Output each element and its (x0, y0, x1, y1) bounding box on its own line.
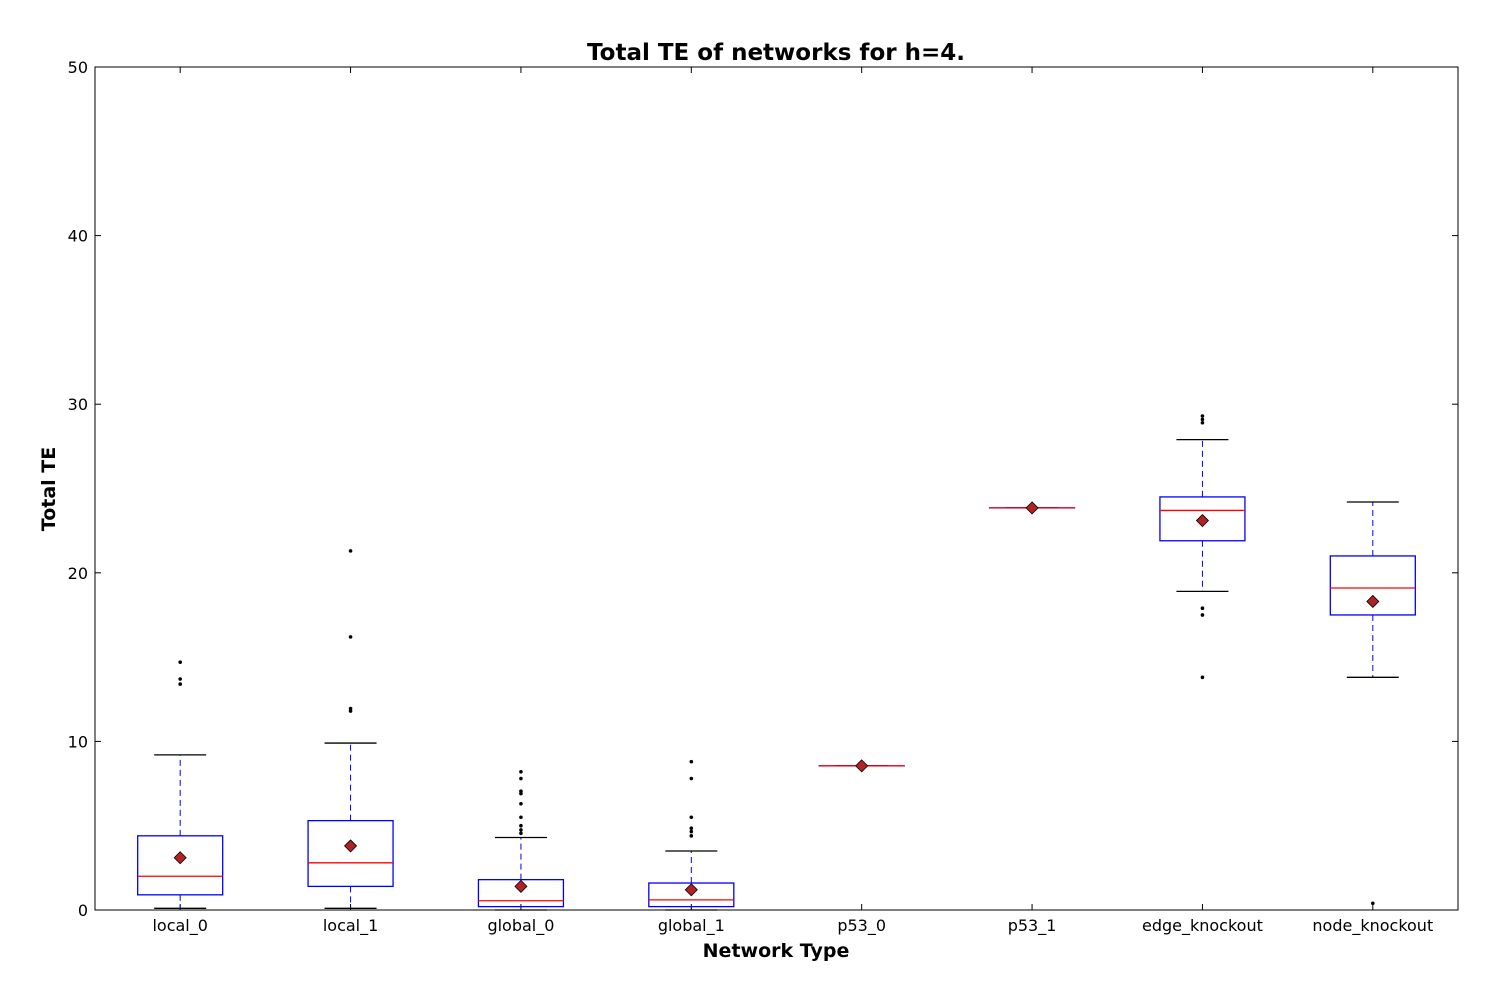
iqr-box (648, 882, 735, 908)
plot-area-frame (94, 66, 1459, 911)
box-local_1 (307, 549, 394, 909)
box-series (137, 414, 1416, 911)
outlier-point (519, 769, 523, 774)
outlier-point (689, 829, 694, 834)
y-tick-label: 30 (68, 395, 88, 414)
outlier-point (1200, 613, 1205, 617)
x-tick-label: global_0 (487, 916, 554, 936)
x-axis-ticks: local_0 local_1 global_0 global_1 p53_0 p53_1… (152, 67, 1433, 936)
mean-marker (514, 879, 528, 893)
outlier-point (1371, 901, 1375, 906)
y-tick-label: 50 (68, 58, 88, 77)
outlier-point (519, 815, 523, 820)
x-tick-label: global_1 (658, 916, 725, 936)
outlier-point (689, 826, 694, 831)
outlier-point (1200, 417, 1205, 422)
mean-marker (1195, 513, 1210, 528)
iqr-box (1329, 555, 1416, 616)
iqr-box (1159, 496, 1246, 542)
box-global_0 (477, 769, 565, 911)
outlier-point (348, 635, 353, 639)
x-axis-label: Network Type (703, 940, 850, 962)
mean-marker (343, 839, 358, 853)
x-tick-label: local_1 (323, 916, 378, 936)
mean-marker (684, 883, 698, 897)
outlier-point (519, 801, 523, 806)
x-tick-label: p53_0 (837, 916, 886, 936)
x-tick-label: node_knockout (1312, 916, 1433, 936)
iqr-box (137, 835, 224, 896)
outlier-point (519, 831, 523, 836)
outlier-point (348, 549, 353, 553)
x-tick-label: edge_knockout (1142, 916, 1263, 936)
outlier-point (689, 815, 694, 820)
box-global_1 (648, 759, 735, 911)
outlier-point (348, 709, 353, 713)
y-tick-label: 10 (68, 732, 88, 751)
outlier-point (178, 677, 182, 681)
y-tick-label: 40 (68, 227, 88, 246)
iqr-box (307, 819, 394, 888)
box-node_knockout (1329, 501, 1416, 906)
outlier-point (1200, 420, 1205, 425)
outlier-point (689, 776, 694, 781)
x-tick-label: p53_1 (1008, 916, 1057, 936)
x-tick-label: local_0 (152, 916, 207, 936)
outlier-point (519, 823, 523, 828)
outlier-point (178, 660, 182, 664)
chart-title: Total TE of networks for h=4. (587, 40, 965, 66)
box-local_0 (137, 660, 224, 909)
box-p53_1 (988, 501, 1076, 515)
y-tick-label: 0 (78, 901, 88, 920)
outlier-point (519, 789, 523, 793)
outlier-point (178, 682, 182, 686)
outlier-point (1200, 606, 1205, 611)
outlier-point (1200, 414, 1205, 418)
outlier-point (689, 834, 694, 838)
box-edge_knockout (1159, 414, 1246, 680)
y-tick-label: 20 (68, 564, 88, 583)
mean-marker (173, 851, 187, 865)
mean-marker (1366, 594, 1380, 609)
y-axis-label: Total TE (38, 447, 60, 531)
outlier-point (689, 759, 694, 764)
y-axis-ticks: 0 10 20 30 40 50 (68, 58, 1458, 920)
outlier-point (348, 706, 353, 711)
box-p53_0 (818, 759, 905, 773)
outlier-point (519, 791, 523, 796)
mean-marker (855, 759, 869, 773)
mean-marker (1025, 501, 1039, 515)
outlier-point (519, 776, 523, 781)
outlier-point (519, 828, 523, 832)
outlier-point (1200, 675, 1205, 680)
iqr-box (477, 879, 565, 908)
